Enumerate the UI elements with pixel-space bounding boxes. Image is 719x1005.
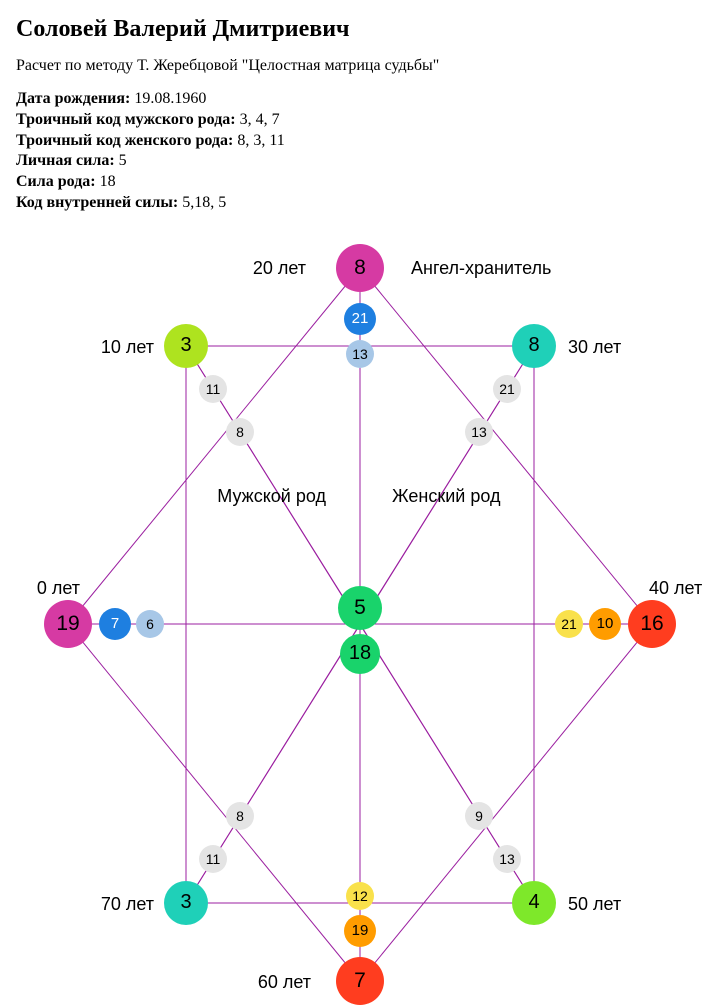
matrix-node: 16 [628,600,676,648]
meta-row: Сила рода: 18 [16,172,703,193]
matrix-node: 21 [555,610,583,638]
matrix-node: 13 [465,418,493,446]
meta-row: Троичный код мужского рода: 3, 4, 7 [16,110,703,131]
matrix-node: 21 [493,375,521,403]
diagram-label: 10 лет [101,337,154,358]
diagram-label: 0 лет [37,578,80,599]
matrix-node: 11 [199,375,227,403]
diagram-label: 30 лет [568,337,621,358]
subtitle: Расчет по методу Т. Жеребцовой "Целостна… [16,57,703,75]
matrix-node: 11 [199,845,227,873]
diagram-label: 50 лет [568,894,621,915]
meta-row: Код внутренней силы: 5,18, 5 [16,193,703,214]
matrix-node: 4 [512,881,556,925]
matrix-node: 8 [512,324,556,368]
matrix-node: 19 [44,600,92,648]
matrix-node: 13 [493,845,521,873]
matrix-node: 9 [465,802,493,830]
matrix-node: 5 [338,586,382,630]
matrix-node: 12 [346,882,374,910]
matrix-node: 6 [136,610,164,638]
matrix-node: 19 [344,915,376,947]
matrix-node: 8 [226,802,254,830]
meta-block: Дата рождения: 19.08.1960 Троичный код м… [16,89,703,214]
matrix-node: 8 [226,418,254,446]
diagram-label: 20 лет [253,258,306,279]
diagram-label: 70 лет [101,894,154,915]
matrix-node: 13 [346,340,374,368]
matrix-node: 3 [164,324,208,368]
page-title: Соловей Валерий Дмитриевич [16,16,703,43]
diagram-label: Женский род [392,486,500,507]
diagram-label: Мужской род [217,486,326,507]
meta-row: Троичный код женского рода: 8, 3, 11 [16,131,703,152]
diagram-label: 40 лет [649,578,702,599]
matrix-node: 21 [344,303,376,335]
matrix-node: 10 [589,608,621,640]
matrix-node: 18 [340,634,380,674]
matrix-node: 7 [336,957,384,1005]
diagram-label: 60 лет [258,972,311,993]
matrix-node: 3 [164,881,208,925]
diagram-label: Ангел-хранитель [411,258,551,279]
meta-row: Личная сила: 5 [16,151,703,172]
matrix-diagram: 20 лет Ангел-хранитель 10 лет 30 лет 0 лет 40… [16,224,706,914]
matrix-node: 8 [336,244,384,292]
meta-row: Дата рождения: 19.08.1960 [16,89,703,110]
matrix-node: 7 [99,608,131,640]
